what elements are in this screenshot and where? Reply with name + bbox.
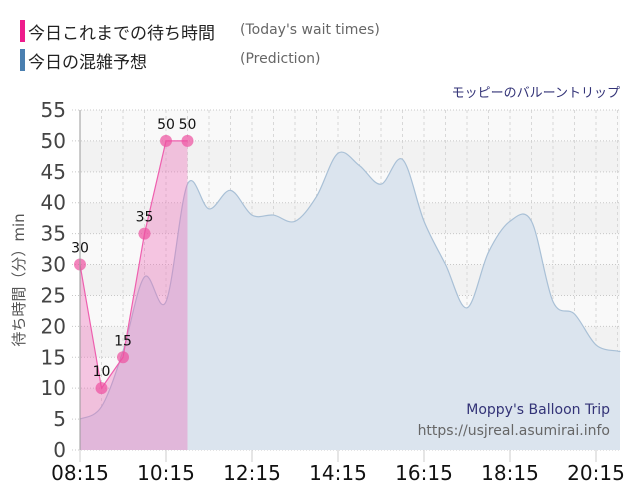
today-data-point	[117, 351, 129, 364]
x-tick-label: 12:15	[223, 461, 281, 485]
credit-name: Moppy's Balloon Trip	[466, 402, 610, 418]
today-data-label: 15	[114, 333, 132, 349]
y-tick-label: 50	[41, 129, 66, 153]
y-tick-label: 15	[41, 345, 66, 369]
today-area	[80, 140, 188, 450]
legend-item-today: 今日これまでの待ち時間	[20, 20, 215, 44]
y-tick-label: 0	[53, 438, 66, 462]
legend-swatch-today	[20, 20, 25, 42]
today-data-label: 50	[179, 117, 197, 133]
y-tick-label: 40	[41, 191, 66, 215]
x-tick-label: 16:15	[395, 461, 453, 485]
today-data-label: 50	[157, 117, 175, 133]
y-tick-label: 30	[41, 253, 66, 277]
today-data-point	[160, 134, 172, 147]
legend-swatch-prediction	[20, 49, 25, 71]
x-tick-label: 10:15	[137, 461, 195, 485]
today-data-point	[181, 134, 194, 147]
prediction-line	[79, 151, 621, 420]
attraction-title: モッピーのバルーントリップ	[451, 86, 620, 101]
y-tick-label: 45	[41, 160, 66, 184]
prediction-area	[80, 152, 621, 450]
legend-item-prediction: 今日の混雑予想	[20, 49, 147, 73]
y-axis-label: 待ち時間（分）min	[10, 213, 28, 346]
y-tick-label: 35	[41, 222, 66, 246]
today-data-point	[138, 227, 151, 240]
legend-label-prediction-jp: 今日の混雑予想	[28, 52, 147, 73]
legend-label-prediction-en: (Prediction)	[240, 51, 321, 67]
y-tick-label: 55	[41, 98, 66, 122]
y-tick-label: 25	[41, 283, 66, 307]
x-tick-label: 20:15	[567, 461, 625, 485]
y-tick-label: 20	[41, 314, 66, 338]
x-tick-label: 14:15	[309, 461, 367, 485]
y-tick-label: 10	[41, 376, 66, 400]
x-tick-label: 18:15	[481, 461, 539, 485]
grid-band	[80, 110, 620, 141]
today-data-label: 10	[93, 364, 111, 380]
y-tick-label: 5	[53, 407, 66, 431]
legend-label-today-en: (Today's wait times)	[240, 22, 380, 38]
x-tick-label: 08:15	[51, 461, 109, 485]
legend-label-today-jp: 今日これまでの待ち時間	[28, 23, 215, 44]
credit-url: https://usjreal.asumirai.info	[417, 423, 610, 439]
today-data-point	[95, 382, 108, 395]
today-data-label: 35	[136, 210, 154, 226]
